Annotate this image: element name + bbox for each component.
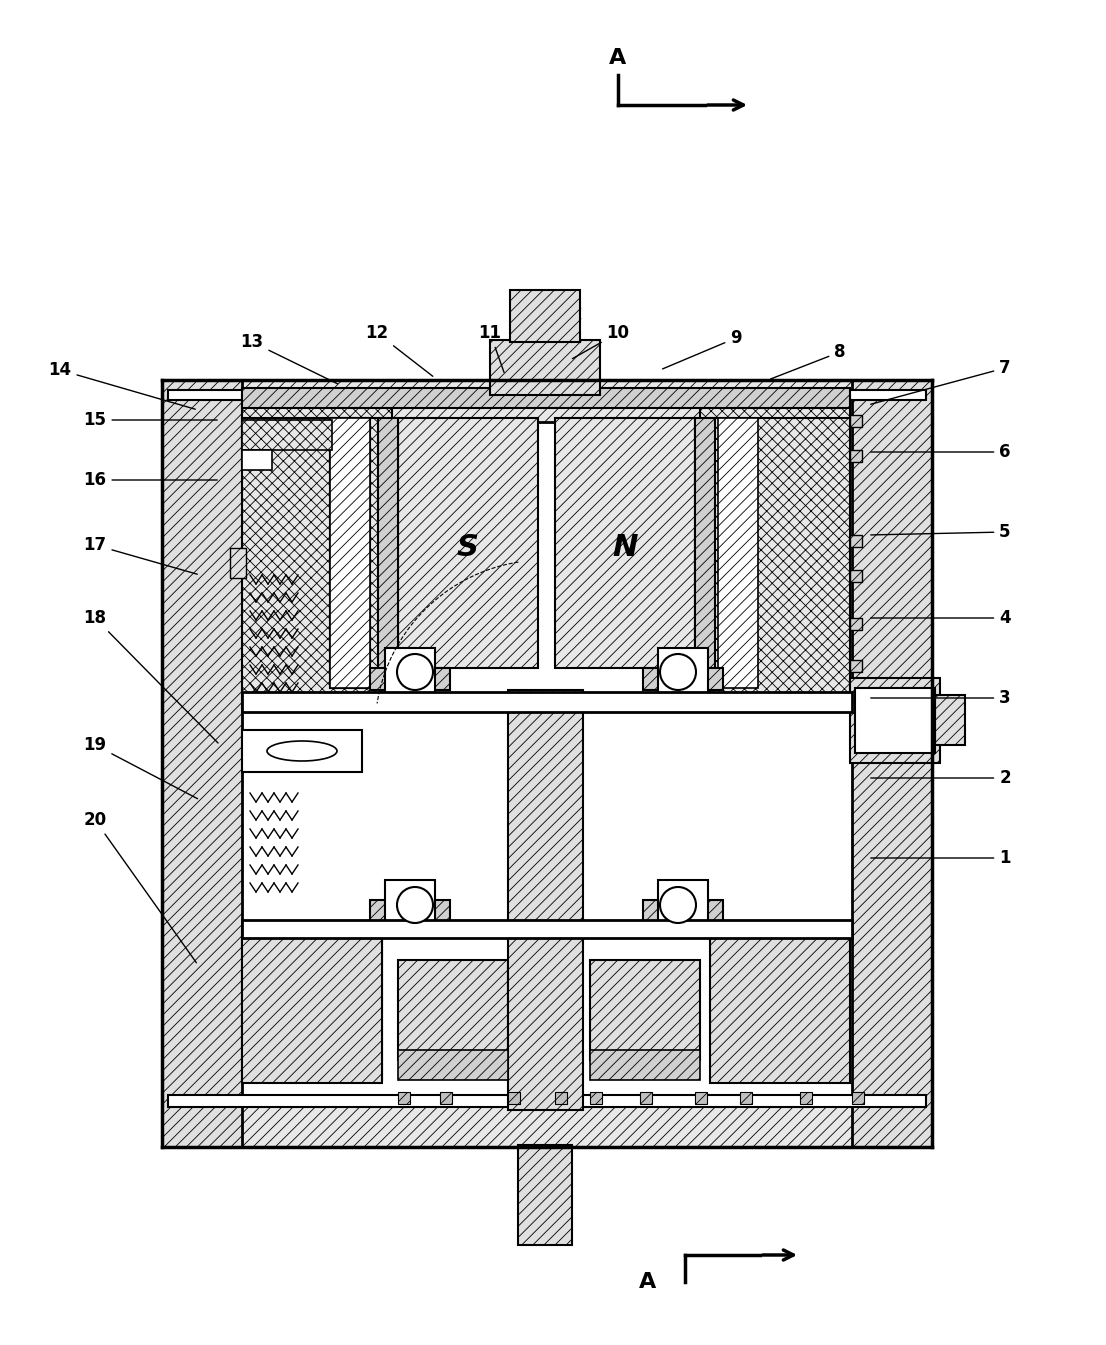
Bar	[589, 1050, 700, 1080]
Text: A: A	[609, 48, 627, 69]
Text: N: N	[613, 534, 638, 562]
Bar	[242, 451, 272, 469]
Bar	[851, 535, 862, 547]
Bar	[851, 660, 862, 672]
Bar	[398, 418, 538, 668]
Text: 6: 6	[870, 443, 1011, 461]
Bar	[710, 418, 851, 707]
Bar	[378, 418, 398, 689]
Circle shape	[397, 886, 434, 923]
Bar	[230, 547, 246, 578]
Bar	[242, 929, 382, 1080]
Bar	[852, 381, 932, 1147]
Bar	[371, 900, 450, 923]
Bar	[851, 678, 940, 763]
Bar	[658, 648, 708, 693]
Text: 19: 19	[83, 736, 198, 799]
Bar	[508, 1092, 520, 1104]
Bar	[740, 1092, 752, 1104]
Bar	[718, 418, 758, 689]
Ellipse shape	[267, 741, 337, 761]
Circle shape	[660, 654, 696, 690]
Text: 16: 16	[83, 471, 217, 490]
Bar	[555, 418, 695, 668]
Bar	[510, 291, 580, 342]
Bar	[589, 1092, 602, 1104]
Text: 17: 17	[83, 537, 197, 574]
Bar	[398, 960, 508, 1060]
Bar	[398, 1092, 410, 1104]
Bar	[330, 418, 371, 689]
Text: 10: 10	[573, 324, 629, 359]
Bar	[330, 418, 371, 689]
Bar	[710, 937, 851, 1083]
Bar	[385, 880, 435, 925]
Bar	[242, 920, 852, 937]
Text: 2: 2	[870, 769, 1011, 787]
Bar	[695, 1092, 707, 1104]
Bar	[695, 418, 714, 689]
Bar	[851, 570, 862, 582]
Bar	[242, 937, 382, 1083]
Bar	[640, 1092, 653, 1104]
Bar	[242, 418, 382, 707]
Bar	[490, 340, 599, 395]
Bar	[800, 1092, 812, 1104]
Text: 15: 15	[83, 412, 217, 429]
Text: 8: 8	[771, 343, 846, 379]
Bar	[398, 1050, 508, 1080]
Text: 13: 13	[240, 334, 337, 383]
Text: 1: 1	[870, 849, 1011, 868]
Text: A: A	[639, 1272, 657, 1293]
Bar	[555, 1092, 567, 1104]
Bar	[385, 648, 435, 693]
Bar	[851, 451, 862, 461]
Text: 12: 12	[365, 324, 432, 377]
Text: 9: 9	[662, 330, 742, 369]
Text: 4: 4	[870, 609, 1011, 627]
Bar	[168, 390, 926, 399]
Bar	[242, 420, 332, 451]
Bar	[851, 617, 862, 629]
Bar	[161, 1106, 932, 1147]
Bar	[371, 668, 450, 690]
Text: 3: 3	[870, 689, 1011, 707]
Bar	[161, 381, 242, 1147]
Bar	[242, 730, 362, 772]
Bar	[440, 1092, 452, 1104]
Bar	[518, 1145, 572, 1245]
Bar	[242, 395, 392, 465]
Bar	[658, 880, 708, 925]
Text: 20: 20	[83, 811, 197, 963]
Bar	[643, 668, 723, 690]
Text: 18: 18	[83, 609, 218, 742]
Circle shape	[397, 654, 434, 690]
Text: S: S	[457, 534, 479, 562]
Bar	[851, 416, 862, 426]
Bar	[700, 395, 851, 465]
Bar	[242, 387, 851, 408]
Bar	[161, 381, 932, 422]
Text: 7: 7	[870, 359, 1011, 405]
Bar	[935, 695, 966, 745]
Bar	[589, 960, 700, 1060]
Bar	[242, 691, 852, 712]
Circle shape	[660, 886, 696, 923]
Text: 5: 5	[870, 523, 1011, 541]
Text: 11: 11	[479, 324, 504, 373]
Bar	[855, 689, 935, 753]
Bar	[852, 1092, 864, 1104]
Bar	[168, 1095, 926, 1107]
Bar	[508, 690, 583, 1110]
Bar	[643, 900, 723, 923]
Text: 14: 14	[49, 360, 196, 409]
